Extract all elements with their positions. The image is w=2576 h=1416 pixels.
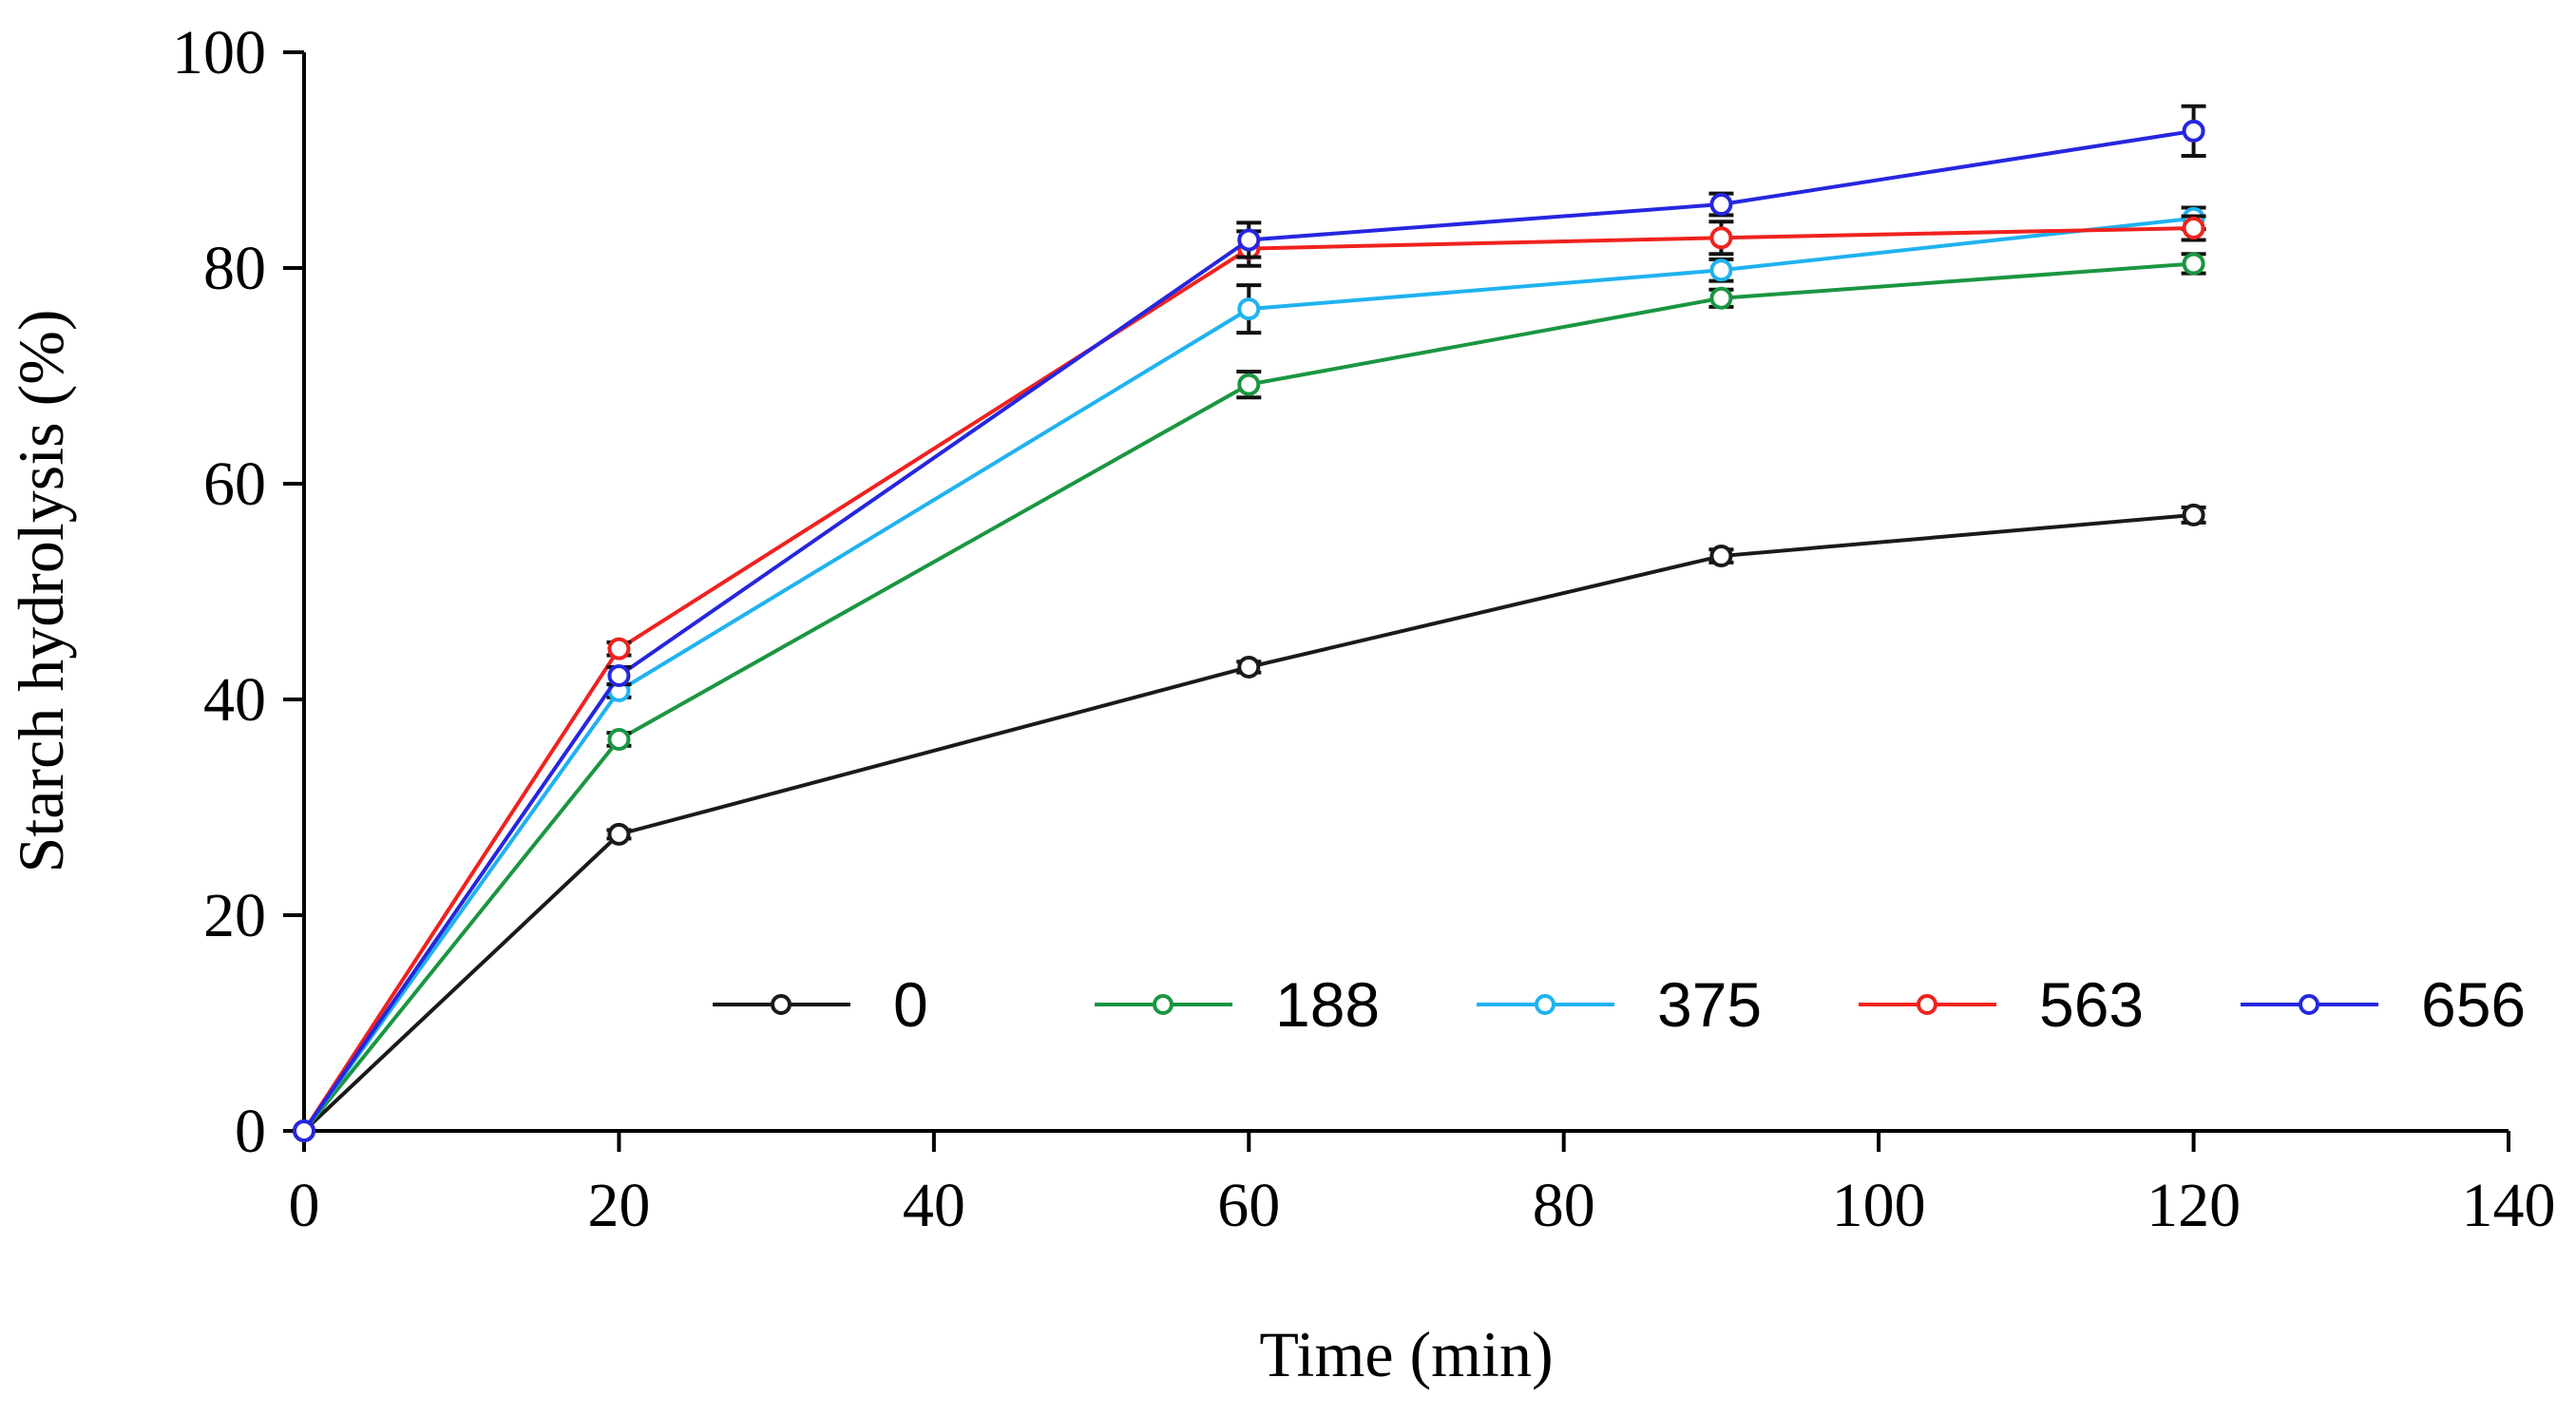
data-point (2182, 503, 2205, 526)
legend-item: 375 (1477, 969, 1762, 1040)
y-tick-label: 0 (235, 1097, 266, 1166)
data-point (1237, 655, 1261, 679)
x-tick-label: 0 (289, 1171, 320, 1240)
data-point (1237, 297, 1261, 321)
data-point (293, 1119, 315, 1142)
data-point (607, 822, 631, 846)
series-line (302, 226, 2194, 1133)
legend-item: 0 (713, 969, 928, 1040)
series-line (302, 512, 2194, 1133)
legend-swatch-marker (1917, 994, 1937, 1015)
legend-label: 188 (1275, 969, 1380, 1040)
legend-label: 656 (2421, 969, 2526, 1040)
data-point (1709, 258, 1733, 282)
legend-swatch-marker (1153, 994, 1174, 1015)
data-point (1709, 545, 1733, 568)
x-tick-label: 140 (2462, 1171, 2556, 1240)
y-tick-label: 40 (203, 665, 266, 735)
legend-swatch-marker (1535, 994, 1555, 1015)
y-tick-label: 80 (203, 234, 266, 303)
series-0 (293, 503, 2206, 1142)
legend: 0 188 375 563 656 (713, 969, 2526, 1040)
y-tick-label: 20 (203, 881, 266, 950)
data-point (1709, 226, 1733, 250)
data-point (607, 727, 631, 751)
x-tick-label: 40 (903, 1171, 965, 1240)
series-line (302, 128, 2194, 1133)
legend-label: 0 (893, 969, 928, 1040)
data-point (2182, 119, 2205, 143)
x-tick-label: 20 (587, 1171, 650, 1240)
y-axis-ticks: 0 20 40 60 80 100 (172, 18, 304, 1166)
data-point (1709, 193, 1733, 217)
legend-swatch-marker (771, 994, 792, 1015)
x-tick-label: 120 (2147, 1171, 2241, 1240)
y-tick-label: 100 (172, 18, 266, 87)
x-axis-ticks: 0 20 40 60 80 100 120 140 (289, 1131, 2556, 1240)
legend-label: 375 (1657, 969, 1762, 1040)
data-point (1237, 373, 1261, 396)
y-axis-title: Starch hydrolysis (%) (5, 309, 77, 872)
legend-item: 656 (2241, 969, 2526, 1040)
data-point (1709, 286, 1733, 310)
legend-item: 188 (1095, 969, 1380, 1040)
data-point (607, 664, 631, 688)
x-tick-label: 80 (1533, 1171, 1595, 1240)
series-layer (293, 104, 2206, 1142)
data-point (607, 637, 631, 660)
x-axis-title: Time (min) (1259, 1318, 1553, 1390)
legend-item: 563 (1859, 969, 2144, 1040)
data-point (2182, 252, 2205, 276)
y-tick-label: 60 (203, 450, 266, 519)
legend-swatch-marker (2299, 994, 2319, 1015)
legend-label: 563 (2039, 969, 2144, 1040)
x-tick-label: 100 (1832, 1171, 1926, 1240)
data-point (1237, 228, 1261, 252)
series-656 (293, 104, 2206, 1142)
x-tick-label: 60 (1217, 1171, 1280, 1240)
data-point (2182, 217, 2205, 240)
